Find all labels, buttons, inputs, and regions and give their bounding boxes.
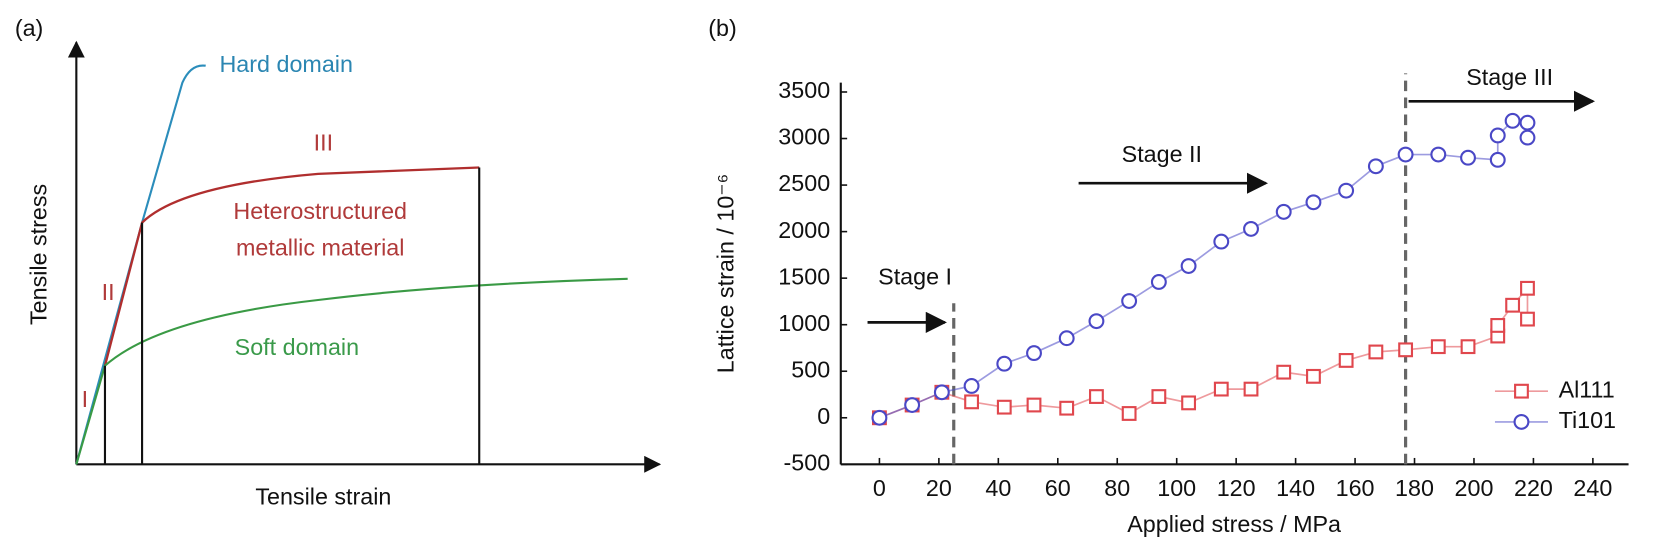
x-tick-label: 0 [873,475,886,501]
label: metallic material [236,234,404,260]
label: Soft domain [235,334,359,360]
legend-label: Ti101 [1559,407,1616,433]
y-tick-label: 500 [791,356,830,382]
marker [1430,146,1447,163]
x-tick-label: 140 [1276,475,1315,501]
y-tick-label: 2000 [778,217,830,243]
legend-label: Al111 [1559,376,1615,402]
marker [1520,311,1535,327]
marker [1460,149,1476,166]
marker [1180,258,1197,275]
x-tick-label: 180 [1395,475,1434,501]
marker [1089,389,1104,404]
marker [1519,114,1536,131]
marker [1151,389,1167,404]
x-tick-label: 220 [1514,475,1553,501]
marker [1275,203,1292,220]
marker [1306,368,1321,384]
marker [1026,345,1042,362]
marker [1150,274,1167,290]
label: I [82,386,88,412]
marker [1489,127,1506,144]
marker [1243,381,1259,397]
x-tick-label: 120 [1217,475,1256,501]
marker [1490,318,1506,333]
marker [1398,342,1414,358]
marker [1058,330,1075,347]
panel-label: (a) [15,15,44,41]
marker [1121,293,1138,310]
marker [1504,112,1521,129]
marker [1338,353,1354,368]
marker [996,399,1012,415]
x-tick-label: 40 [985,475,1011,501]
stage-label: Stage I [878,263,952,289]
marker [1181,395,1197,411]
hetero-curve [103,166,480,367]
marker [1059,400,1075,416]
panel-b: (b) Applied stress / MPa Lattice strain … [708,15,1629,537]
x-tick-label: 80 [1104,475,1130,501]
x-tick-label: 240 [1573,475,1612,501]
marker [1505,297,1521,313]
x-tick-label: 200 [1455,475,1494,501]
panel-label: (b) [708,15,737,41]
marker [1397,146,1414,163]
y-tick-label: 3500 [778,77,830,103]
x-axis-label: Tensile strain [255,483,391,509]
marker [964,394,980,410]
stage-label: Stage II [1122,141,1202,167]
y-tick-label: 1000 [778,310,830,336]
legend-marker [1513,413,1530,430]
marker [1460,339,1476,355]
marker [1213,381,1229,397]
marker [933,384,950,401]
marker [996,355,1013,372]
marker [1367,158,1384,175]
marker [1430,339,1446,355]
x-axis-label: Applied stress / MPa [1127,511,1341,537]
marker [1276,364,1292,380]
x-tick-label: 60 [1045,475,1071,501]
hard-curve [75,64,206,465]
marker [1520,280,1535,296]
marker [871,409,888,426]
marker [1519,129,1536,146]
marker [1368,344,1384,360]
y-tick-label: 0 [817,403,830,429]
y-tick-label: -500 [784,449,831,475]
x-tick-label: 160 [1336,475,1375,501]
soft-curve [75,277,628,465]
series-line [879,119,1529,419]
marker [1243,220,1259,237]
marker [1338,182,1355,199]
y-axis-label: Lattice strain / 10⁻⁶ [712,174,738,373]
marker [1489,151,1506,168]
marker [1213,233,1230,250]
y-axis-label: Tensile stress [25,184,51,325]
marker [1026,397,1042,413]
y-tick-label: 2500 [778,170,830,196]
y-tick-label: 1500 [778,263,830,289]
y-tick-label: 3000 [778,124,830,150]
x-tick-label: 100 [1157,475,1196,501]
marker [1305,194,1322,211]
marker [1088,313,1105,330]
label: II [102,279,115,305]
label: Heterostructured [233,198,407,224]
stage-label: Stage III [1466,64,1553,90]
marker [904,397,921,413]
legend-marker [1514,383,1529,399]
label: Hard domain [219,51,352,77]
marker [963,377,980,394]
label: III [314,129,333,155]
x-tick-label: 20 [926,475,952,501]
marker [1121,406,1137,421]
panel-a: (a) Hard domain III Heterostructured met… [15,15,662,509]
